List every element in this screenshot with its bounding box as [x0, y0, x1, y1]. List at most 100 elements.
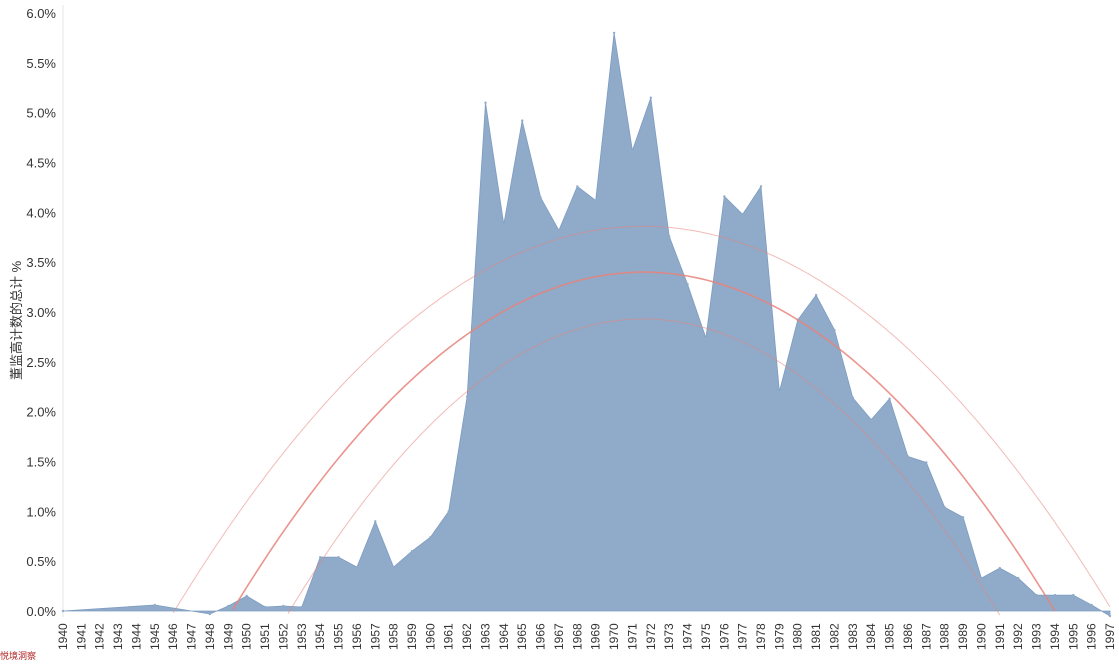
- data-point: [300, 605, 303, 609]
- x-tick-label: 1988: [938, 623, 952, 650]
- data-point: [778, 390, 781, 393]
- x-tick-label: 1969: [589, 623, 603, 650]
- x-tick-label: 1953: [295, 623, 309, 650]
- data-point: [943, 506, 946, 509]
- y-tick-label: 3.5%: [26, 255, 56, 270]
- x-tick-label: 1985: [883, 623, 897, 650]
- y-tick-label: 2.5%: [26, 355, 56, 370]
- data-point: [282, 604, 285, 608]
- y-tick-label: 1.5%: [26, 455, 56, 470]
- x-tick-label: 1961: [442, 623, 456, 650]
- x-tick-label: 1948: [203, 623, 217, 650]
- y-tick-label: 5.0%: [26, 106, 56, 121]
- data-point: [741, 213, 744, 216]
- y-tick-label: 0.5%: [26, 554, 56, 569]
- data-point: [245, 594, 248, 598]
- x-tick-label: 1989: [956, 623, 970, 650]
- data-point: [631, 149, 634, 152]
- x-tick-label: 1986: [901, 623, 915, 650]
- data-point: [1108, 614, 1112, 618]
- x-tick-label: 1966: [534, 623, 548, 650]
- data-point: [686, 282, 689, 286]
- data-point: [814, 293, 818, 297]
- x-tick-label: 1955: [332, 623, 346, 650]
- data-point: [1017, 576, 1020, 580]
- trend-upper-band: [172, 225, 1111, 614]
- x-tick-label: 1997: [1103, 623, 1117, 650]
- data-point: [668, 235, 671, 238]
- data-point: [61, 609, 65, 613]
- data-point: [557, 229, 561, 232]
- x-tick-label: 1949: [221, 623, 235, 650]
- y-tick-label: 4.5%: [26, 156, 56, 171]
- x-tick-label: 1974: [681, 623, 695, 650]
- data-point: [906, 455, 910, 458]
- x-tick-label: 1956: [350, 623, 364, 650]
- area-series: [62, 32, 1111, 617]
- x-tick-label: 1964: [497, 623, 511, 650]
- y-tick-label: 1.0%: [26, 504, 56, 519]
- data-point: [998, 566, 1001, 570]
- x-tick-label: 1946: [166, 623, 180, 650]
- y-axis-label: 董监高计数的总计 %: [9, 260, 24, 380]
- x-tick-label: 1978: [754, 623, 768, 650]
- x-tick-label: 1968: [570, 623, 584, 650]
- x-tick-label: 1990: [974, 623, 988, 650]
- data-point: [925, 461, 928, 464]
- data-point: [851, 396, 854, 399]
- data-point: [539, 196, 542, 199]
- y-tick-label: 0.0%: [26, 604, 56, 619]
- x-tick-label: 1980: [791, 623, 805, 650]
- data-point: [227, 604, 230, 608]
- data-point: [961, 516, 965, 519]
- data-point: [723, 195, 726, 198]
- data-point: [502, 223, 505, 226]
- data-point: [374, 520, 377, 523]
- y-tick-label: 2.0%: [26, 405, 56, 420]
- data-point: [1035, 593, 1038, 597]
- x-tick-label: 1976: [717, 623, 731, 650]
- x-tick-label: 1954: [313, 623, 327, 650]
- data-point: [447, 510, 450, 513]
- data-point: [410, 550, 414, 553]
- trend-lower-band: [287, 318, 1001, 616]
- data-point: [429, 536, 432, 539]
- data-point: [1090, 603, 1093, 607]
- x-tick-label: 1996: [1085, 623, 1099, 650]
- x-tick-label: 1992: [1011, 623, 1025, 650]
- data-point: [870, 418, 873, 421]
- watermark: 悦境洞察: [0, 651, 37, 661]
- data-point: [153, 603, 156, 607]
- x-tick-label: 1947: [185, 623, 199, 650]
- x-tick-label: 1975: [699, 623, 713, 650]
- y-tick-label: 3.0%: [26, 305, 56, 320]
- x-tick-label: 1970: [607, 623, 621, 650]
- x-tick-label: 1994: [1048, 623, 1062, 650]
- x-tick-label: 1958: [387, 623, 401, 650]
- data-point: [833, 328, 836, 332]
- data-point: [355, 565, 359, 569]
- x-tick-label: 1960: [423, 623, 437, 650]
- x-tick-label: 1957: [368, 623, 382, 650]
- data-point: [759, 185, 763, 188]
- data-point: [888, 397, 891, 400]
- x-tick-label: 1967: [552, 623, 566, 650]
- x-tick-label: 1983: [846, 623, 860, 650]
- data-point: [392, 565, 395, 569]
- trend-line: [232, 271, 1056, 612]
- x-tick-label: 1959: [405, 623, 419, 650]
- data-point: [612, 31, 616, 35]
- data-point: [521, 119, 524, 122]
- data-point: [319, 556, 322, 559]
- data-point: [594, 199, 597, 202]
- x-tick-label: 1943: [111, 623, 125, 650]
- x-tick-label: 1962: [460, 623, 474, 650]
- data-point: [1053, 593, 1057, 597]
- x-tick-label: 1945: [148, 623, 162, 650]
- x-tick-label: 1965: [515, 623, 529, 650]
- x-tick-label: 1987: [919, 623, 933, 650]
- x-tick-label: 1963: [478, 623, 492, 650]
- x-tick-label: 1951: [258, 623, 272, 650]
